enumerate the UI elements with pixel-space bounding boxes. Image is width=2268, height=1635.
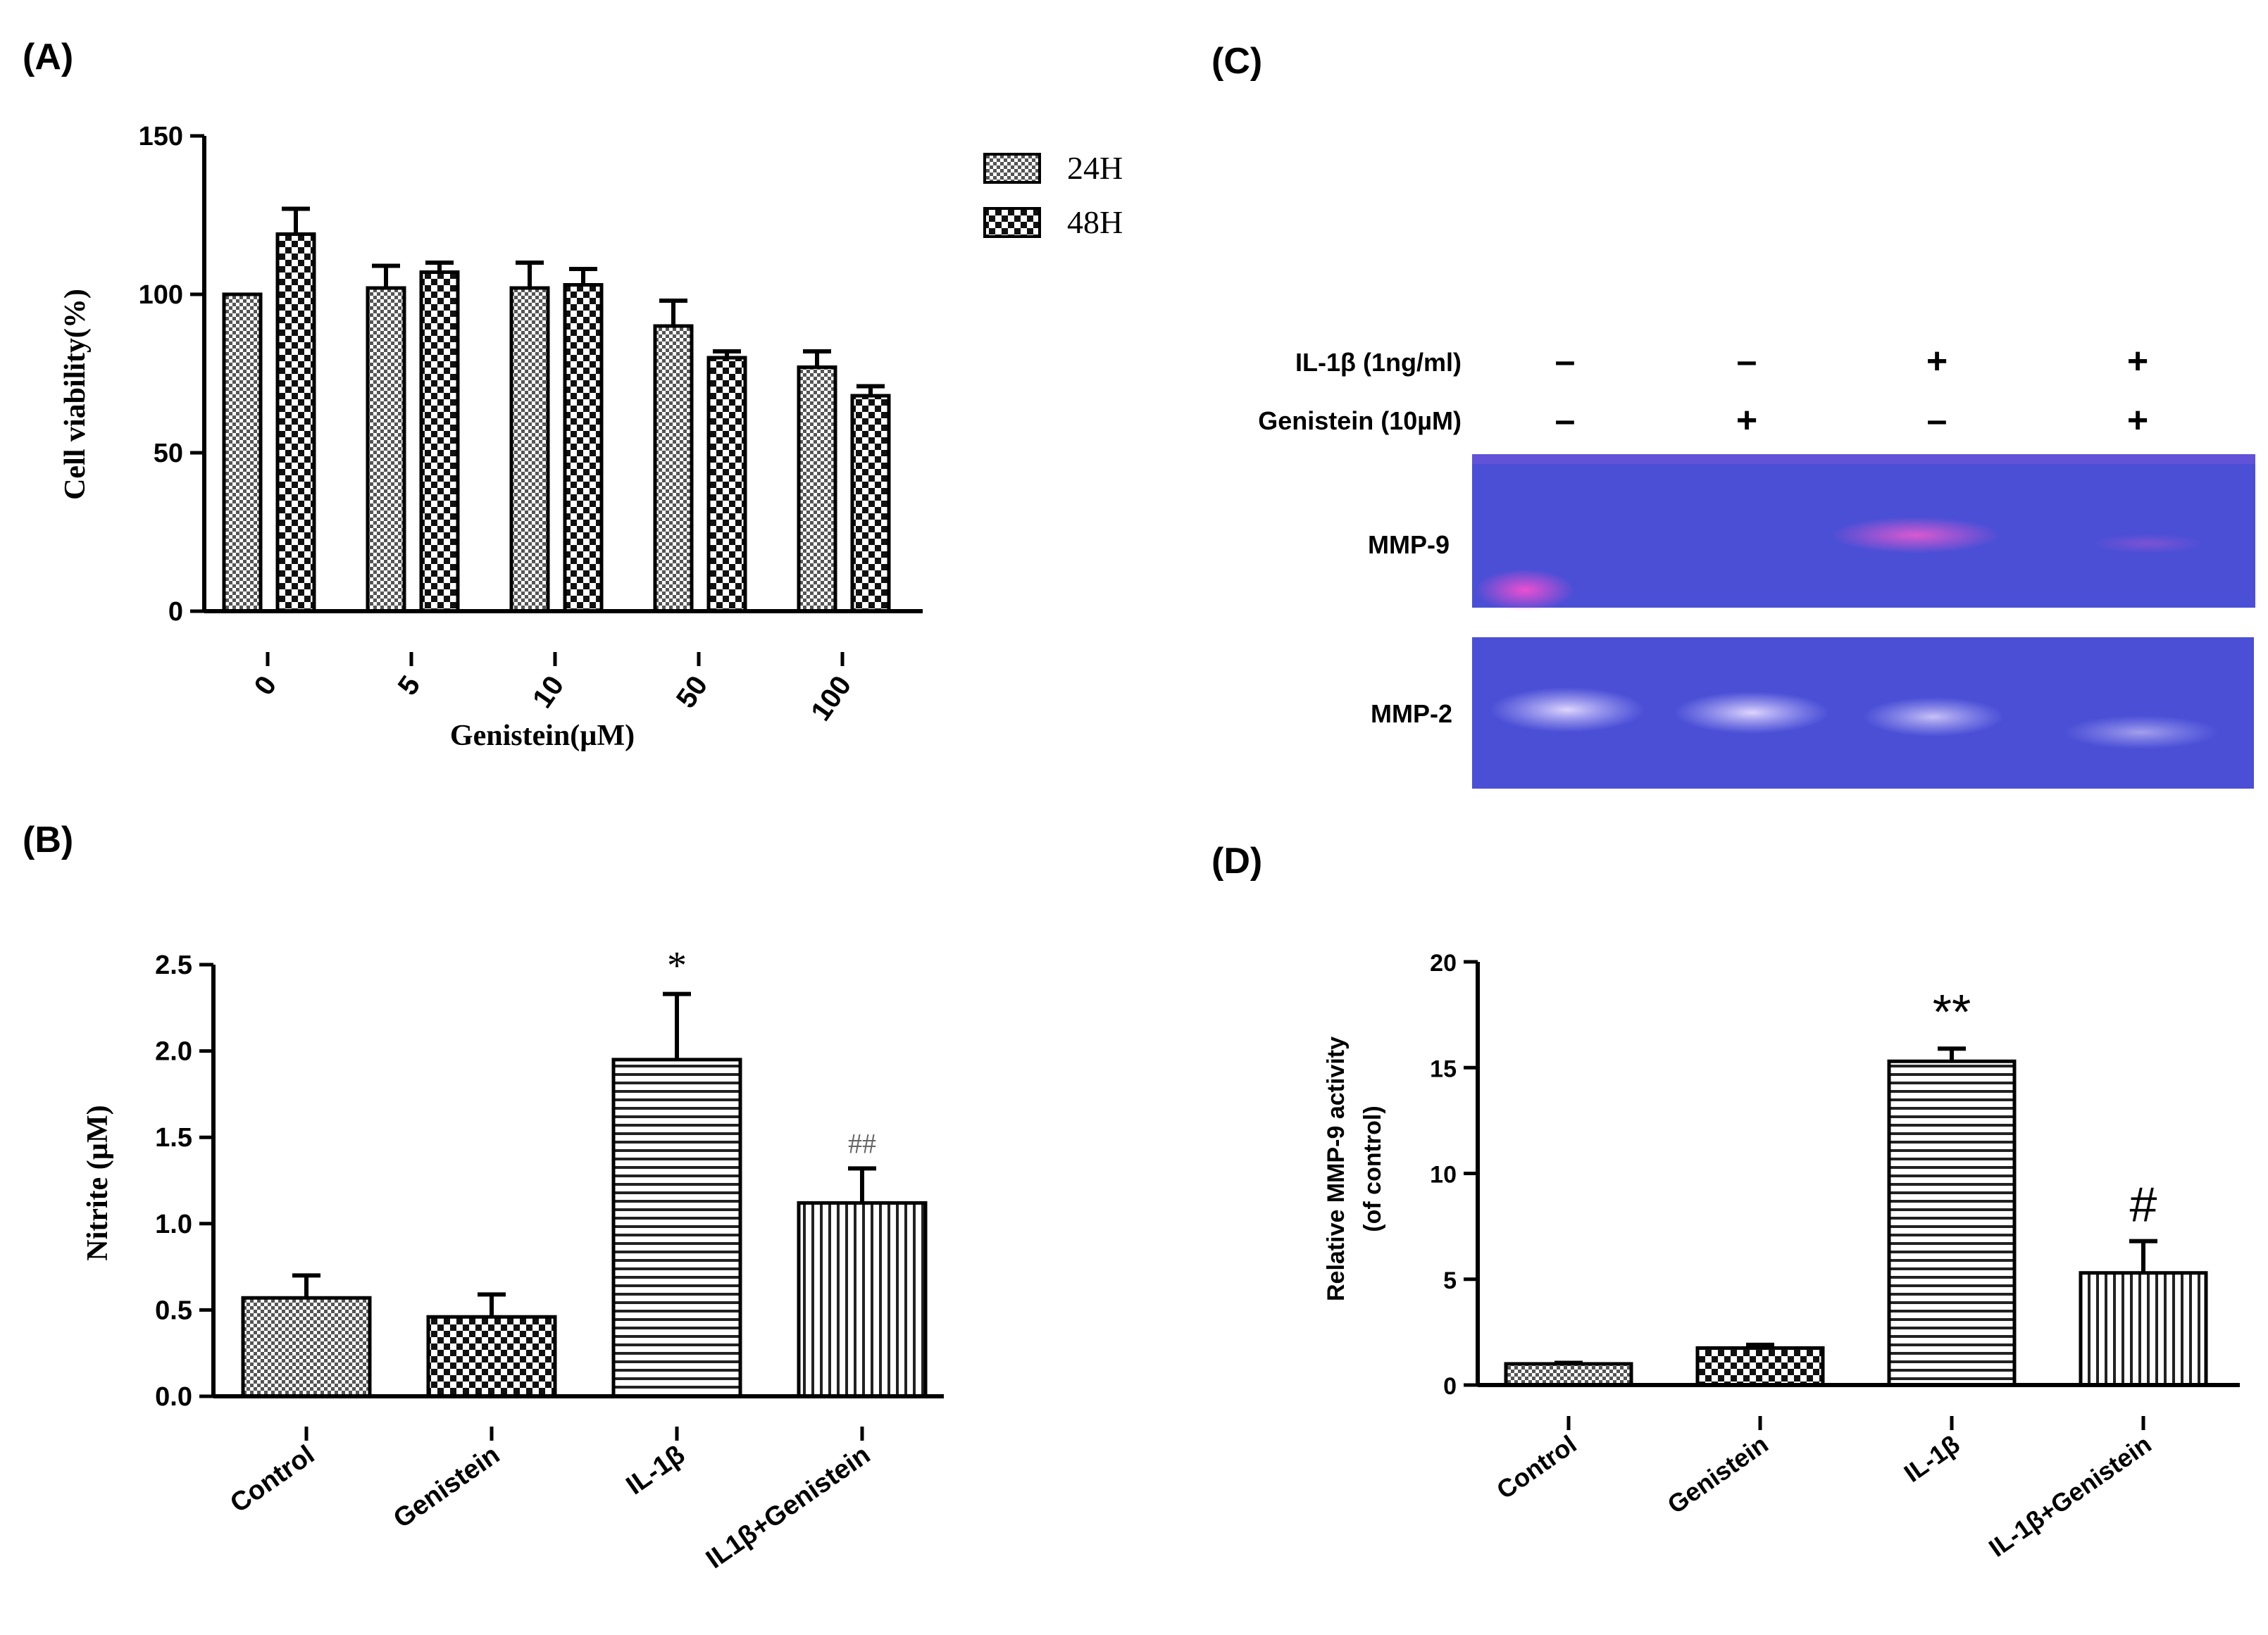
bar-24h-50: [653, 324, 694, 613]
gel-row2-sign-4: +: [2127, 400, 2148, 441]
x-tick-label-50: 50: [671, 670, 714, 714]
chart-d: ** # 0 5 10 15 20 Control Genistein IL-1β IL-1β+G…: [1323, 950, 2240, 1562]
x-tick-label-10: 10: [527, 670, 571, 714]
y-tick-label-0: 0: [1443, 1373, 1457, 1400]
y-tick-label-10: 10: [1430, 1162, 1457, 1189]
gel-row2-sign-1: –: [1555, 400, 1576, 441]
gel-panel-c: IL-1β (1ng/ml) Genistein (10µM) – – + + …: [1258, 341, 2255, 789]
chart-a-bars: [222, 206, 891, 613]
x-tick-label-control: Control: [1491, 1429, 1581, 1505]
gel-band-mmp2-lane3: [1863, 697, 2004, 737]
gel-band-mmp9-lane3: [1831, 517, 2000, 553]
x-tick-label-100: 100: [805, 670, 857, 727]
y-tick-label-2-0: 2.0: [155, 1037, 192, 1067]
bar-control: [1504, 1362, 1633, 1387]
gel-artifact-pink: [1476, 569, 1574, 611]
bar-control: [241, 1296, 372, 1398]
x-tick-label-0: 0: [249, 670, 283, 701]
gel-row1-sign-3: +: [1926, 341, 1948, 382]
bar-il-1: [1887, 1059, 2017, 1387]
bar-il-1-genistein: [2079, 1271, 2208, 1387]
x-tick-label-5: 5: [392, 670, 427, 701]
bar-24h-10: [509, 286, 550, 613]
bar-24h-100: [797, 365, 837, 613]
chart-b: * ## 0.0 0.5 1.0 1.5 2.0 2.5 Control Genistein IL…: [82, 944, 944, 1574]
chart-a: 0 50 100 150 0 5 10 50 100 Cell viability(%) Gen…: [59, 122, 1123, 752]
gel-band-mmp2-lane4: [2064, 715, 2219, 749]
chart-d-bars: ** #: [1504, 984, 2208, 1387]
bar-24h-5: [366, 286, 406, 613]
panel-label-c: (C): [1211, 41, 1262, 82]
gel-row2-sign-3: –: [1927, 400, 1948, 441]
chart-a-ylabel: Cell viability(%): [59, 289, 92, 500]
gel-band-mmp2-lane1: [1490, 687, 1645, 732]
bar-il1-genistein: [797, 1201, 928, 1398]
y-tick-label-2-5: 2.5: [155, 951, 192, 980]
bar-48h-5: [419, 270, 460, 613]
bar-genistein: [426, 1315, 557, 1398]
legend-label-48h: 48H: [1067, 204, 1123, 240]
y-tick-label-0-0: 0.0: [155, 1382, 192, 1412]
gel-band-mmp9-lane4: [2092, 534, 2205, 553]
bar-48h-50: [706, 356, 747, 613]
gel-row1-sign-2: –: [1737, 341, 1757, 382]
bar-il-1: [611, 1058, 742, 1398]
y-tick-label-0-5: 0.5: [155, 1296, 192, 1325]
y-tick-label-50: 50: [154, 439, 183, 468]
panel-label-a: (A): [23, 37, 73, 77]
chart-b-ylabel: Nitrite (µM): [82, 1105, 114, 1260]
legend-label-24h: 24H: [1067, 150, 1123, 186]
gel-row1-sign-1: –: [1555, 341, 1576, 382]
bar-48h-10: [563, 283, 604, 613]
bar-genistein: [1695, 1346, 1825, 1387]
y-tick-label-150: 150: [139, 122, 183, 151]
gel-strip-mmp9-edge: [1472, 454, 2255, 464]
x-tick-label-genistein: Genistein: [1662, 1429, 1774, 1520]
y-tick-label-15: 15: [1430, 1055, 1457, 1082]
gel-band2-label: MMP-2: [1371, 699, 1452, 728]
y-tick-label-0: 0: [168, 597, 183, 627]
annotation-il-1-genistein: #: [2130, 1177, 2157, 1232]
y-tick-label-100: 100: [139, 280, 183, 310]
annotation-il-1: **: [1933, 984, 1971, 1039]
chart-a-xlabel: Genistein(µM): [450, 720, 635, 752]
gel-row1-label: IL-1β (1ng/ml): [1295, 348, 1462, 377]
x-tick-label-control: Control: [225, 1440, 320, 1519]
legend-swatch-24h: [983, 153, 1041, 184]
x-tick-label-il-1: IL-1β: [1899, 1429, 1965, 1488]
chart-a-legend: 24H 48H: [983, 150, 1123, 240]
gel-row2-sign-2: +: [1736, 400, 1757, 441]
gel-row2-label: Genistein (10µM): [1258, 406, 1462, 435]
y-tick-label-5: 5: [1443, 1267, 1457, 1294]
chart-d-ylabel-line2: (of control): [1359, 1105, 1386, 1232]
legend-swatch-48h: [983, 207, 1041, 238]
x-tick-label-il-1: IL-1β: [621, 1440, 690, 1501]
chart-d-ylabel-line1: Relative MMP-9 activity: [1323, 1036, 1350, 1301]
y-tick-label-20: 20: [1430, 950, 1457, 977]
x-tick-label-il1-genistein: IL1β+Genistein: [701, 1440, 876, 1574]
panel-label-d: (D): [1211, 841, 1262, 882]
panel-label-b: (B): [23, 820, 73, 860]
y-tick-label-1-0: 1.0: [155, 1210, 192, 1239]
bar-48h-100: [850, 394, 891, 613]
bar-48h-0: [275, 232, 316, 613]
gel-row1-sign-4: +: [2127, 341, 2148, 382]
annotation-il-1: *: [667, 944, 687, 988]
bar-24h-0: [222, 292, 263, 613]
x-tick-label-il-1-genistein: IL-1β+Genistein: [1983, 1429, 2157, 1562]
chart-b-bars: * ##: [241, 944, 928, 1398]
gel-band-mmp2-lane2: [1674, 691, 1829, 734]
y-tick-label-1-5: 1.5: [155, 1123, 192, 1153]
x-tick-label-genistein: Genistein: [388, 1440, 505, 1534]
annotation-il1-genistein: ##: [848, 1127, 876, 1159]
gel-band1-label: MMP-9: [1368, 530, 1450, 559]
chart-d-axes: 0 5 10 15 20 Control Genistein IL-1β IL-1β+Genis…: [1430, 950, 2240, 1562]
